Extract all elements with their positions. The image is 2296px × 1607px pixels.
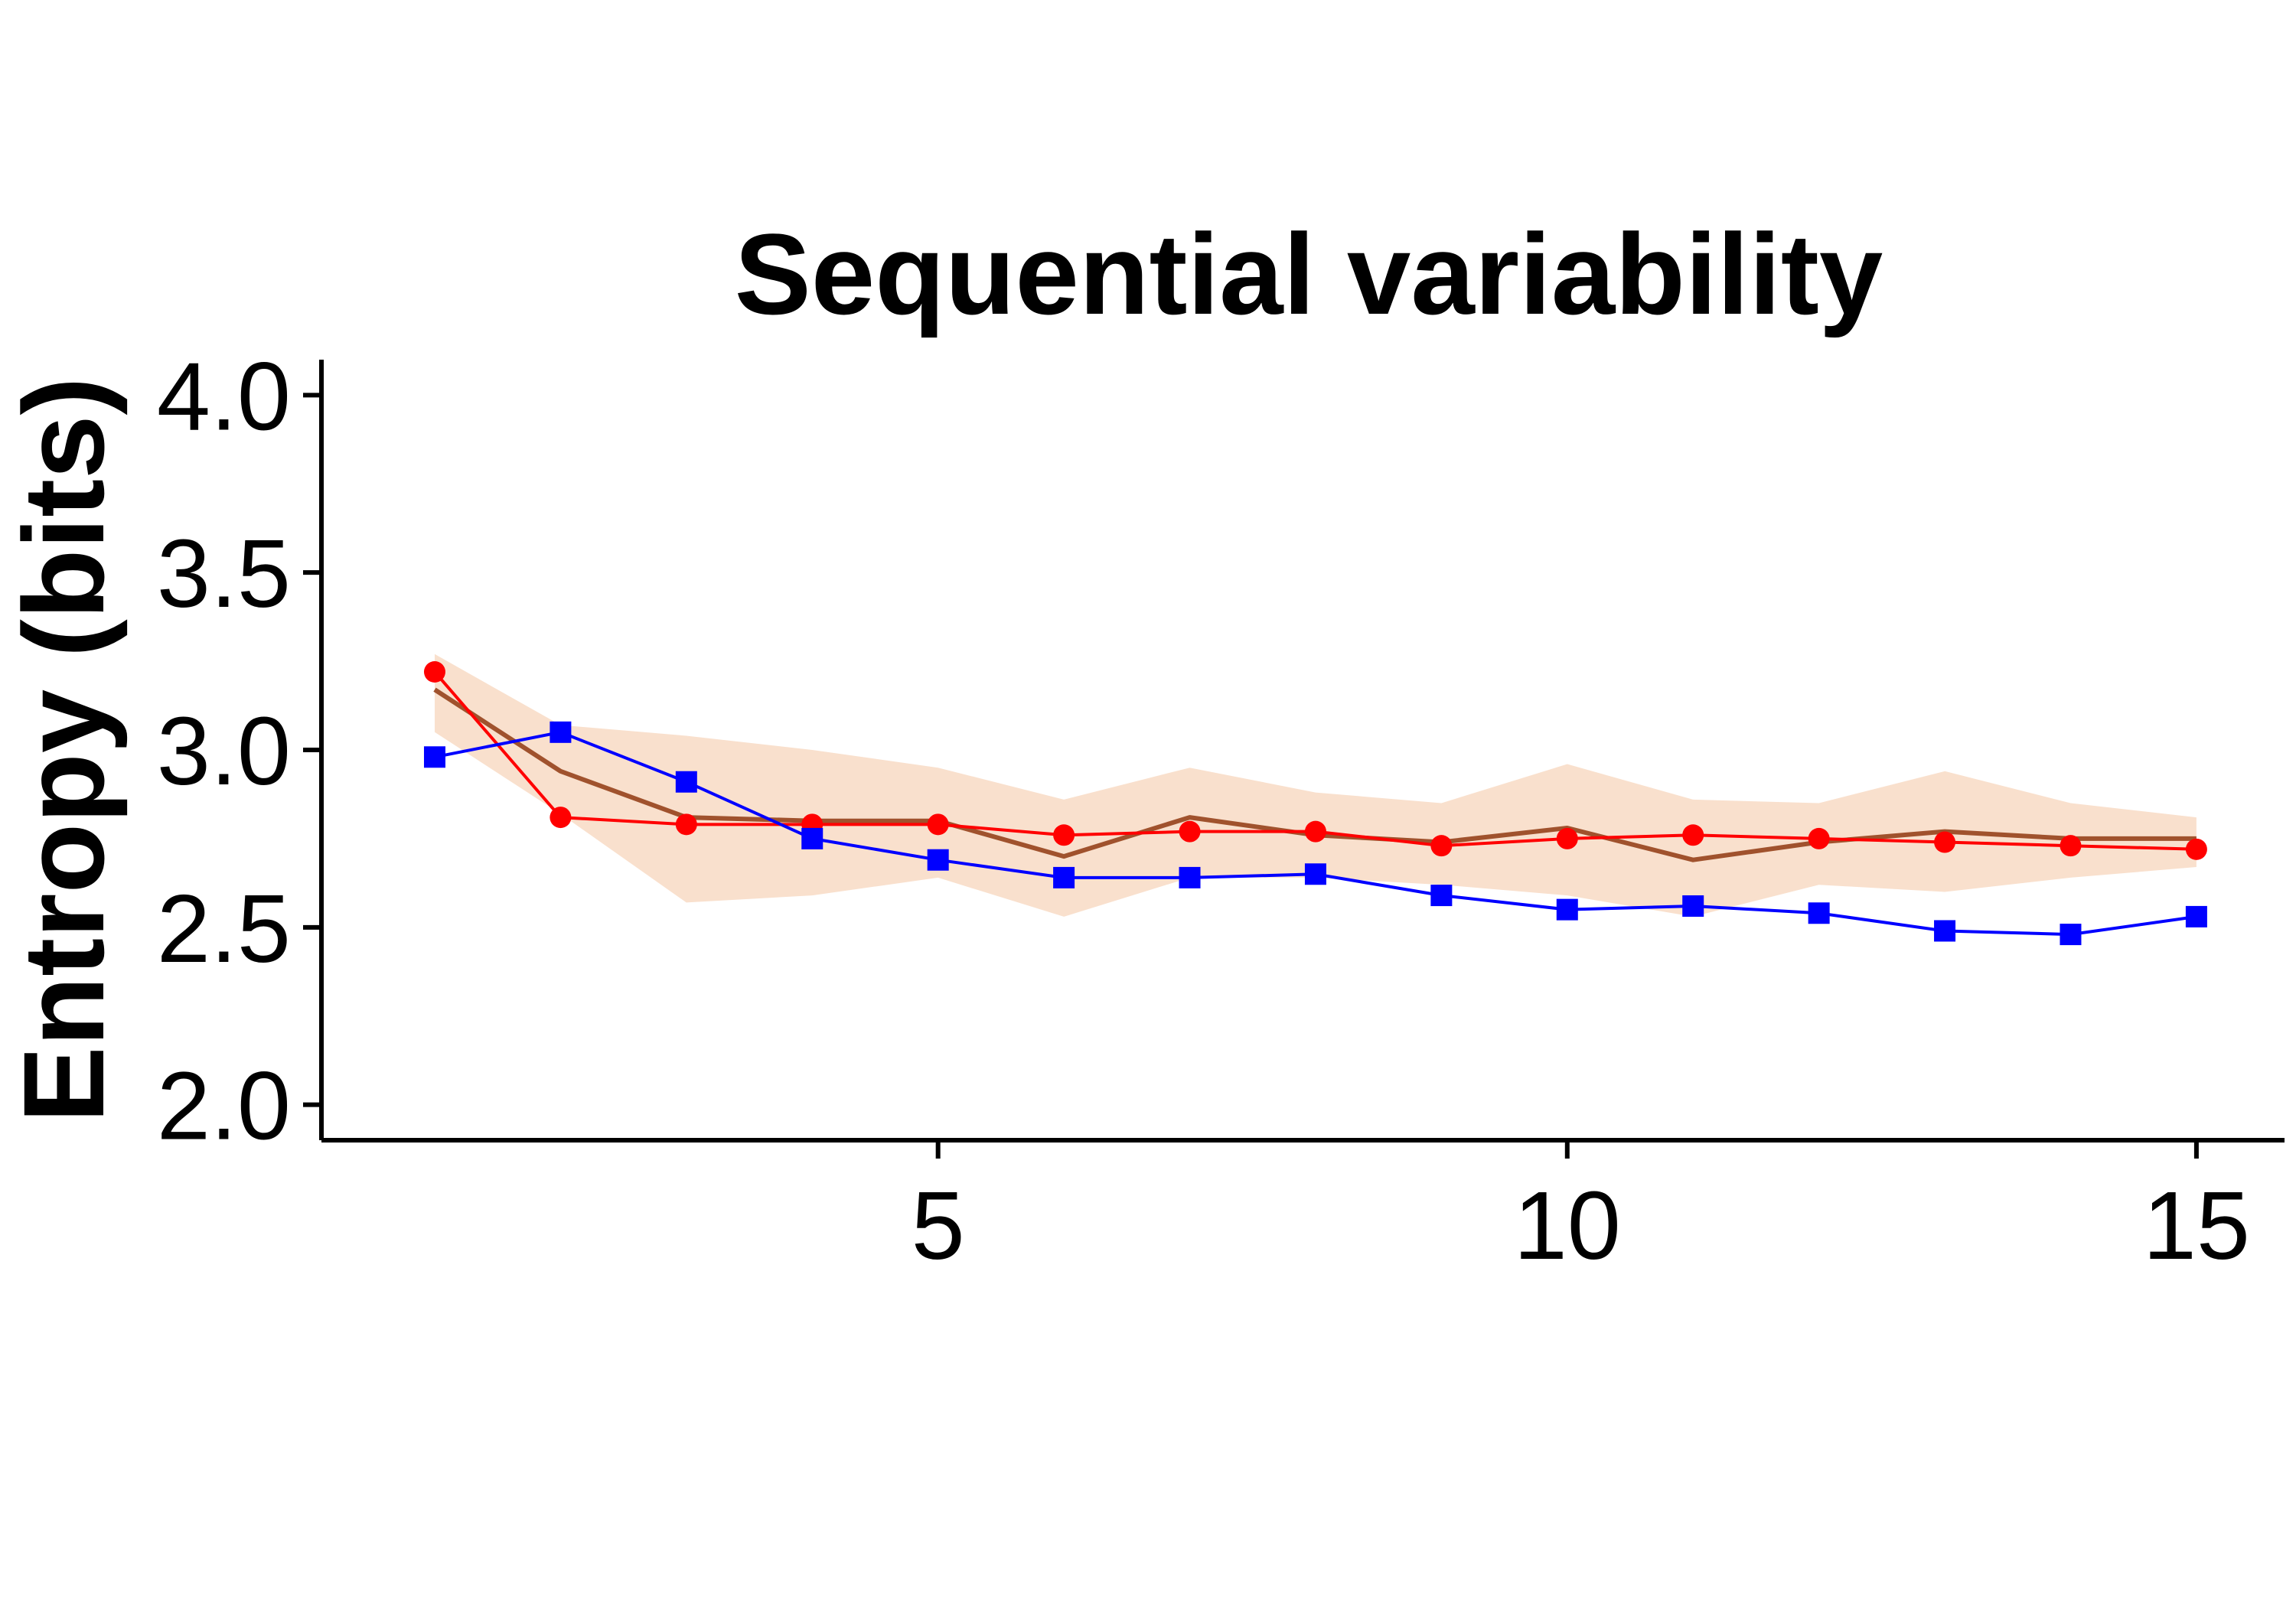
data-point (927, 849, 949, 871)
data-point (550, 807, 572, 829)
data-point (675, 771, 697, 793)
x-tick-label: 10 (1514, 1172, 1621, 1279)
data-point (1179, 820, 1201, 843)
data-point (927, 813, 949, 836)
axes-layer: 5 10 15 2.0 2.5 3.0 3.5 4.0 (157, 342, 2285, 1279)
data-point (801, 827, 823, 849)
x-tick-label: 15 (2143, 1172, 2250, 1279)
data-point (1682, 895, 1704, 917)
y-tick-label: 4.0 (157, 342, 291, 450)
y-tick-label: 2.5 (157, 875, 291, 983)
series-2 (423, 721, 2207, 946)
x-tick-label: 5 (912, 1172, 965, 1279)
y-tick-label: 3.0 (157, 697, 291, 805)
data-point (1053, 866, 1075, 888)
data-point (2060, 835, 2082, 857)
data-point (1430, 835, 1453, 857)
data-point (1808, 827, 1830, 849)
data-point (1430, 885, 1453, 907)
chart-title: Sequential variability (735, 210, 1883, 338)
y-tick-label: 2.0 (157, 1052, 291, 1160)
data-point (423, 746, 445, 768)
data-point (2060, 924, 2082, 946)
data-point (1053, 824, 1075, 846)
data-point (1179, 866, 1201, 888)
data-point (675, 813, 697, 836)
data-point (1304, 820, 1326, 843)
series-1 (423, 661, 2207, 860)
series-layer (423, 661, 2207, 946)
data-point (1934, 920, 1956, 942)
data-point (1304, 863, 1326, 885)
data-point (1934, 831, 1956, 853)
y-tick-label: 3.5 (157, 520, 291, 627)
data-point (1808, 902, 1830, 924)
data-point (550, 721, 572, 743)
data-point (2185, 838, 2207, 860)
y-axis-label: Entropy (bits) (0, 377, 128, 1123)
data-point (2185, 905, 2207, 927)
data-point (1556, 827, 1578, 849)
data-point (423, 661, 445, 683)
data-point (1682, 824, 1704, 846)
data-point (1556, 898, 1578, 921)
